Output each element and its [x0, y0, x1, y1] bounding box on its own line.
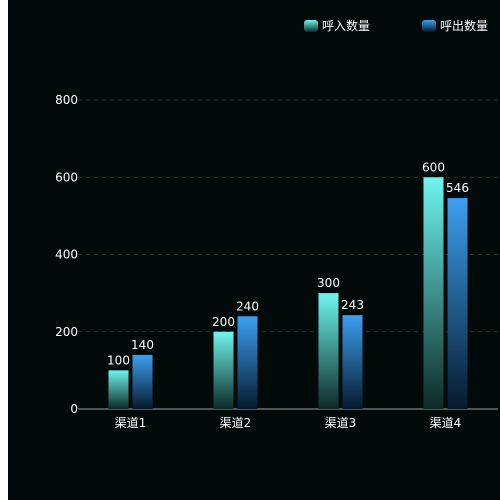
bar-outbound[interactable] — [342, 315, 363, 409]
bar-outbound[interactable] — [447, 198, 468, 409]
data-label: 240 — [236, 299, 259, 313]
legend-swatch — [304, 20, 318, 32]
y-tick-label: 200 — [55, 325, 78, 339]
data-label: 243 — [341, 298, 364, 312]
bars — [108, 177, 468, 409]
bar-inbound[interactable] — [213, 331, 234, 409]
bar-outbound[interactable] — [132, 354, 153, 409]
data-label: 100 — [107, 353, 130, 367]
legend: 呼入数量 呼出数量 — [304, 18, 488, 33]
x-category-label: 渠道3 — [325, 416, 357, 430]
grid-lines — [78, 99, 498, 333]
data-label: 140 — [131, 338, 154, 352]
y-tick-label: 400 — [55, 248, 78, 262]
bar-inbound[interactable] — [423, 177, 444, 409]
legend-label: 呼出数量 — [440, 18, 488, 33]
y-tick-label: 600 — [55, 170, 78, 184]
data-label: 300 — [317, 276, 340, 290]
bar-inbound[interactable] — [318, 293, 339, 409]
y-tick-label: 0 — [70, 402, 78, 416]
legend-label: 呼入数量 — [322, 18, 370, 33]
data-label: 200 — [212, 315, 235, 329]
x-category-label: 渠道2 — [220, 416, 252, 430]
chart-panel: 0 200 400 600 800 100 140 200 240 300 243 600 546 渠… — [8, 0, 500, 500]
bar-outbound[interactable] — [237, 316, 258, 409]
legend-item[interactable]: 呼入数量 — [304, 18, 370, 33]
data-label: 600 — [422, 160, 445, 174]
legend-swatch — [422, 20, 436, 32]
x-category-label: 渠道1 — [115, 416, 147, 430]
legend-item[interactable]: 呼出数量 — [422, 18, 488, 33]
bar-inbound[interactable] — [108, 370, 129, 409]
data-label: 546 — [446, 181, 469, 195]
y-tick-label: 800 — [55, 93, 78, 107]
y-axis-ticks: 0 200 400 600 800 — [55, 93, 78, 416]
x-axis-categories: 渠道1 渠道2 渠道3 渠道4 — [115, 416, 462, 430]
x-category-label: 渠道4 — [430, 416, 462, 430]
